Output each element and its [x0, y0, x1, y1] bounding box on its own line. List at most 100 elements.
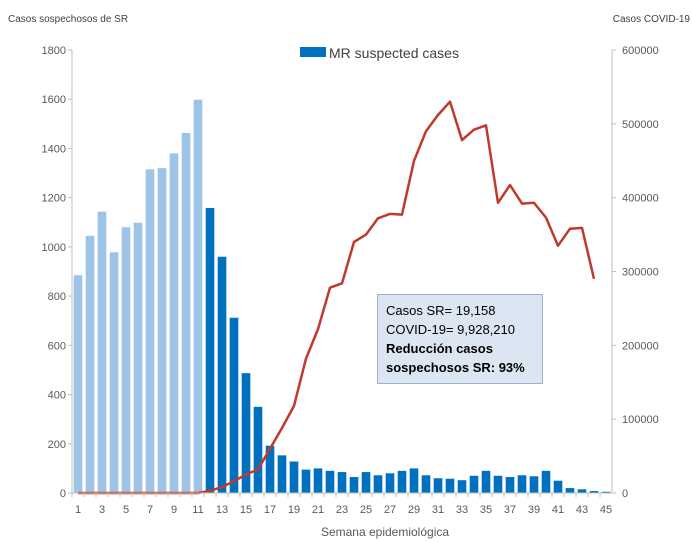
- x-tick-label: 7: [147, 504, 153, 516]
- right-tick-label: 200000: [622, 340, 659, 352]
- right-tick-label: 0: [622, 488, 628, 500]
- right-tick-label: 600000: [622, 45, 659, 57]
- x-tick-label: 17: [264, 504, 276, 516]
- bar-week-31: [433, 478, 443, 493]
- bar-week-7: [145, 169, 155, 493]
- bar-week-25: [361, 472, 371, 493]
- bar-week-17: [265, 445, 275, 493]
- right-tick-label: 500000: [622, 119, 659, 131]
- bar-week-30: [421, 475, 431, 493]
- x-tick-label: 25: [360, 504, 372, 516]
- right-tick-label: 300000: [622, 267, 659, 279]
- bar-week-32: [445, 478, 455, 493]
- x-tick-label: 15: [240, 504, 252, 516]
- bar-week-40: [541, 470, 551, 493]
- left-tick-label: 1000: [42, 242, 66, 254]
- left-tick-label: 1400: [42, 143, 66, 155]
- bar-week-19: [289, 461, 299, 493]
- right-tick-label: 100000: [622, 414, 659, 426]
- bar-week-33: [457, 480, 467, 493]
- bar-week-2: [85, 235, 95, 493]
- bar-week-15: [241, 373, 251, 493]
- x-tick-label: 21: [312, 504, 324, 516]
- legend-label: MR suspected cases: [329, 45, 459, 61]
- bar-week-21: [313, 468, 323, 493]
- bar-week-28: [397, 470, 407, 493]
- x-tick-label: 33: [456, 504, 468, 516]
- bar-week-20: [301, 469, 311, 493]
- bar-week-29: [409, 468, 419, 493]
- left-tick-label: 1600: [42, 94, 66, 106]
- left-tick-label: 400: [48, 390, 66, 402]
- legend: MR suspected cases: [300, 45, 459, 61]
- annotation-covid-cases: COVID-19= 9,928,210: [386, 322, 515, 337]
- bar-week-8: [157, 168, 167, 493]
- x-tick-label: 27: [384, 504, 396, 516]
- bar-week-43: [577, 489, 587, 493]
- annotation-reduction-value: sospechosos SR: 93%: [386, 360, 525, 375]
- bar-week-36: [493, 475, 503, 493]
- bar-week-27: [385, 473, 395, 493]
- right-axis: 0 100000 200000 300000 400000 500000 600000: [611, 45, 659, 500]
- left-tick-label: 1200: [42, 193, 66, 205]
- bar-week-42: [565, 488, 575, 493]
- bar-week-9: [169, 153, 179, 493]
- x-tick-label: 37: [504, 504, 516, 516]
- bar-week-3: [97, 211, 107, 493]
- bars: [73, 99, 611, 493]
- left-axis-title: Casos sospechosos de SR: [8, 14, 128, 25]
- x-tick-label: 39: [528, 504, 540, 516]
- x-tick-label: 35: [480, 504, 492, 516]
- summary-annotation: Casos SR= 19,158 COVID-19= 9,928,210 Red…: [377, 294, 543, 384]
- bar-week-12: [205, 208, 215, 493]
- bar-week-1: [73, 275, 83, 493]
- x-tick-label: 41: [552, 504, 564, 516]
- bar-week-24: [349, 477, 359, 493]
- bar-week-16: [253, 406, 263, 493]
- bar-week-11: [193, 99, 203, 493]
- bar-week-14: [229, 317, 239, 493]
- left-tick-label: 800: [48, 291, 66, 303]
- annotation-sr-cases: Casos SR= 19,158: [386, 303, 496, 318]
- legend-swatch: [300, 47, 326, 57]
- left-tick-label: 200: [48, 439, 66, 451]
- x-tick-label: 13: [216, 504, 228, 516]
- x-tick-label: 9: [171, 504, 177, 516]
- x-tick-label: 19: [288, 504, 300, 516]
- x-tick-label: 45: [600, 504, 612, 516]
- x-tick-label: 11: [192, 504, 203, 516]
- bar-week-13: [217, 256, 227, 493]
- bar-week-39: [529, 476, 539, 493]
- x-axis-title: Semana epidemiológica: [321, 525, 449, 539]
- left-tick-label: 600: [48, 340, 66, 352]
- x-tick-label: 3: [99, 504, 105, 516]
- bar-week-38: [517, 475, 527, 493]
- bar-week-37: [505, 477, 515, 493]
- bar-week-44: [589, 491, 599, 493]
- bar-week-5: [121, 227, 131, 493]
- left-tick-label: 1800: [42, 45, 66, 57]
- bar-week-26: [373, 475, 383, 493]
- right-tick-label: 400000: [622, 193, 659, 205]
- bar-week-6: [133, 222, 143, 493]
- bar-week-35: [481, 470, 491, 493]
- x-tick-label: 31: [432, 504, 444, 516]
- x-tick-label: 29: [408, 504, 420, 516]
- bar-week-18: [277, 455, 287, 493]
- x-tick-label: 23: [336, 504, 348, 516]
- left-axis: 0 200 400 600 800 1000 1200 1400 1600 1800: [42, 45, 73, 500]
- bar-week-41: [553, 480, 563, 493]
- x-tick-label: 43: [576, 504, 588, 516]
- annotation-reduction-title: Reducción casos: [386, 341, 493, 356]
- bar-week-34: [469, 475, 479, 493]
- bar-week-10: [181, 132, 191, 493]
- bar-week-4: [109, 252, 119, 493]
- x-tick-label: 5: [123, 504, 129, 516]
- right-axis-title: Casos COVID-19: [613, 14, 691, 25]
- bar-week-22: [325, 470, 335, 493]
- x-tick-label: 1: [75, 504, 81, 516]
- left-tick-label: 0: [60, 488, 66, 500]
- bar-week-45: [601, 491, 611, 493]
- x-axis: 1 3 5 7 9 11 13 15 17 19 21 23 25 27 29 31 33 35 37 39 41 43 4…: [71, 492, 612, 516]
